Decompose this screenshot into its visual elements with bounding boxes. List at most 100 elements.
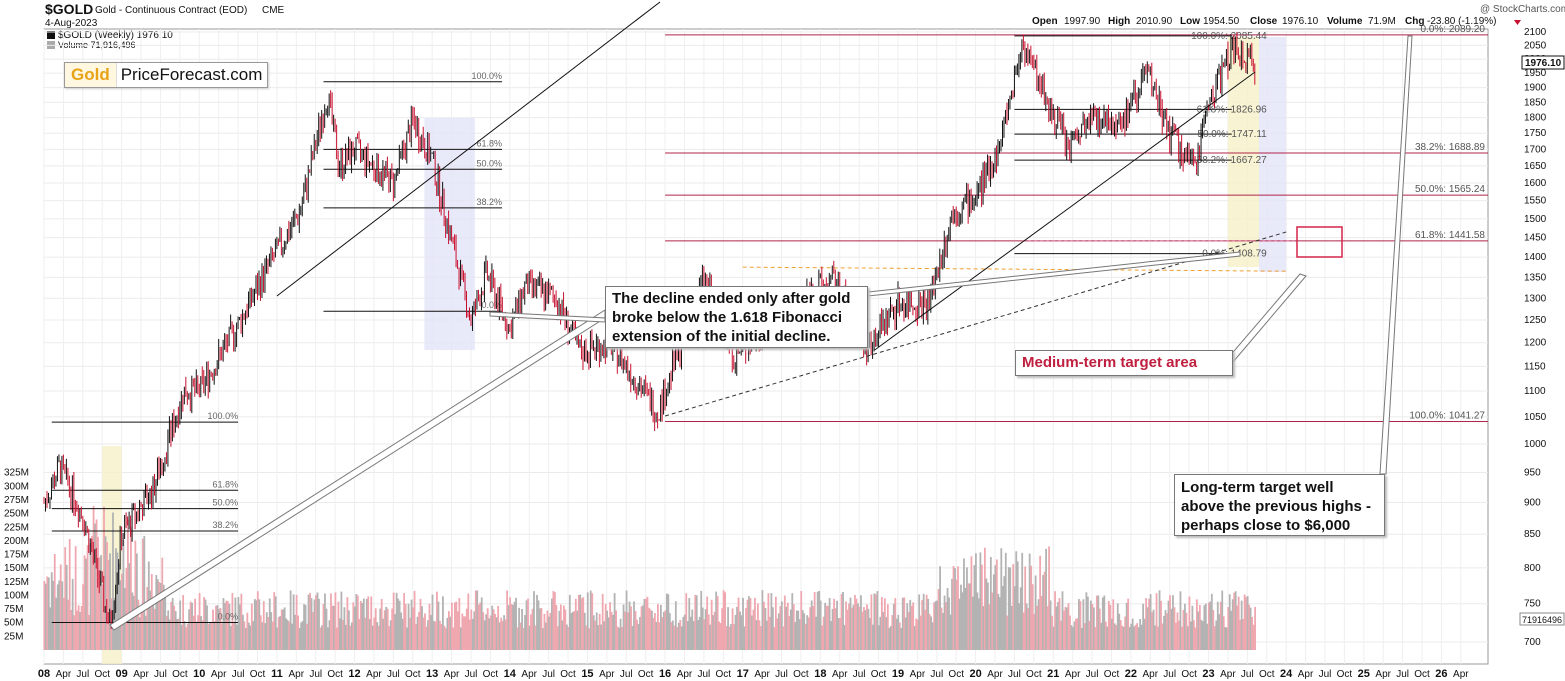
volume-bar <box>749 597 752 650</box>
current-price-tag: 1976.10 <box>1521 55 1565 70</box>
volume-bar <box>601 593 604 650</box>
volume-bar <box>240 593 243 650</box>
volume-bar <box>661 617 664 650</box>
volume-bar <box>409 617 411 650</box>
volume-bar <box>261 622 264 650</box>
volume-bar <box>1004 552 1007 650</box>
volume-bar <box>356 595 359 650</box>
volume-bar <box>631 625 634 650</box>
volume-bar <box>1048 546 1050 650</box>
volume-bar <box>548 616 550 650</box>
time-tick-label: 17 <box>737 668 749 680</box>
volume-bar <box>327 627 329 650</box>
volume-bar <box>431 594 434 650</box>
volume-bar <box>1218 614 1221 650</box>
volume-bar <box>771 607 774 650</box>
volume-bar <box>598 613 601 650</box>
volume-bar <box>88 614 90 650</box>
volume-bar <box>1167 600 1170 650</box>
volume-bar <box>1133 626 1136 650</box>
volume-bar <box>313 599 316 650</box>
volume-bar <box>353 606 356 650</box>
volume-bar <box>433 621 435 650</box>
volume-bar <box>761 590 764 650</box>
time-tick-label: Jul <box>1319 669 1332 680</box>
volume-bar <box>673 625 676 650</box>
volume-bar <box>455 601 458 650</box>
volume-bar <box>59 564 62 650</box>
volume-bar <box>564 609 567 650</box>
volume-bar <box>789 609 792 650</box>
volume-bar <box>473 611 476 650</box>
volume-bar <box>831 608 834 650</box>
volume-bar <box>988 604 991 650</box>
volume-bar <box>92 505 95 650</box>
volume-bar <box>1016 561 1019 650</box>
annotation-medium-term: Medium-term target area <box>1015 350 1233 376</box>
volume-bar <box>44 583 47 650</box>
time-tick-label: Apr <box>1375 669 1391 680</box>
volume-bar <box>943 595 946 650</box>
volume-bar <box>340 591 343 650</box>
volume-bar <box>474 590 477 650</box>
time-tick-label: Apr <box>56 669 72 680</box>
volume-bar <box>101 584 104 650</box>
volume-bar <box>1198 605 1201 650</box>
volume-bar <box>518 607 520 650</box>
volume-bar <box>845 601 847 650</box>
volume-bar <box>874 594 877 650</box>
volume-bar <box>1003 576 1006 650</box>
volume-bar <box>579 594 582 650</box>
volume-bar <box>958 598 961 650</box>
volume-bar <box>1149 594 1152 650</box>
volume-bar <box>1025 603 1028 650</box>
volume-bar <box>589 590 592 650</box>
time-tick-label: Apr <box>366 669 382 680</box>
volume-bar <box>592 615 595 650</box>
volume-bar <box>963 558 965 650</box>
time-axis: 08 Apr Jul Oct 09 Apr Jul Oct 10 Apr Jul Oct 11 Apr Ju… <box>38 668 1469 680</box>
price-tick-label: 1800 <box>1524 113 1547 124</box>
volume-tick-label: 50M <box>4 618 23 629</box>
volume-bar <box>662 611 665 650</box>
volume-bar <box>1201 621 1204 650</box>
volume-bar <box>128 563 131 650</box>
time-tick-label: Apr <box>133 669 149 680</box>
volume-bar <box>134 540 137 650</box>
volume-bar <box>215 605 217 650</box>
volume-axis: 25M 50M 75M 100M 125M 150M 175M 200M 225M 250M 275… <box>4 468 29 643</box>
volume-bar <box>1061 591 1064 650</box>
volume-bar <box>646 596 649 650</box>
volume-bar <box>1176 612 1179 650</box>
volume-bar <box>362 598 365 650</box>
volume-bar <box>291 623 294 650</box>
volume-bar <box>1083 623 1086 650</box>
volume-bar <box>218 609 220 650</box>
volume-bar <box>1181 626 1183 650</box>
volume-bar <box>238 604 241 650</box>
volume-bar <box>1209 601 1212 650</box>
volume-bar <box>188 609 191 650</box>
volume-bar <box>1049 600 1052 650</box>
fib-label-major: 50.0%: 1565.24 <box>1415 184 1485 195</box>
fib-label-2008: 100.0% <box>208 411 239 421</box>
volume-bar <box>671 620 674 650</box>
close-label: Close <box>1250 16 1278 27</box>
volume-bar <box>310 598 313 650</box>
volume-bar <box>1188 596 1191 650</box>
volume-bar <box>1072 627 1074 650</box>
callout-leaders <box>109 35 1413 631</box>
volume-bar <box>282 609 285 650</box>
price-tick-label: 1250 <box>1524 315 1547 326</box>
fib-label-major: 61.8%: 1441.58 <box>1415 230 1485 241</box>
volume-bar <box>1239 619 1242 650</box>
volume-bar <box>555 605 558 650</box>
volume-tick-label: 25M <box>4 631 23 642</box>
volume-bar <box>374 608 377 650</box>
fib-label-major: 100.0%: 1041.27 <box>1409 411 1485 422</box>
volume-bar <box>539 608 541 650</box>
volume-bar <box>719 623 722 650</box>
volume-bar <box>268 598 271 650</box>
price-tick-label: 800 <box>1524 563 1541 574</box>
volume-bar <box>1187 626 1189 650</box>
